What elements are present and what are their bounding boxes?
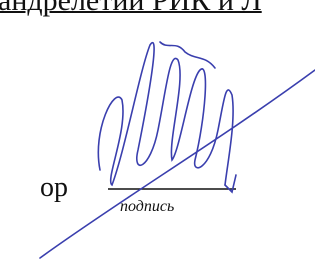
signature — [40, 42, 315, 258]
signature-caption: подпись — [120, 198, 174, 216]
signature-area — [0, 0, 315, 266]
document: андрелетии РИК и Л ор подпись — [0, 0, 315, 266]
